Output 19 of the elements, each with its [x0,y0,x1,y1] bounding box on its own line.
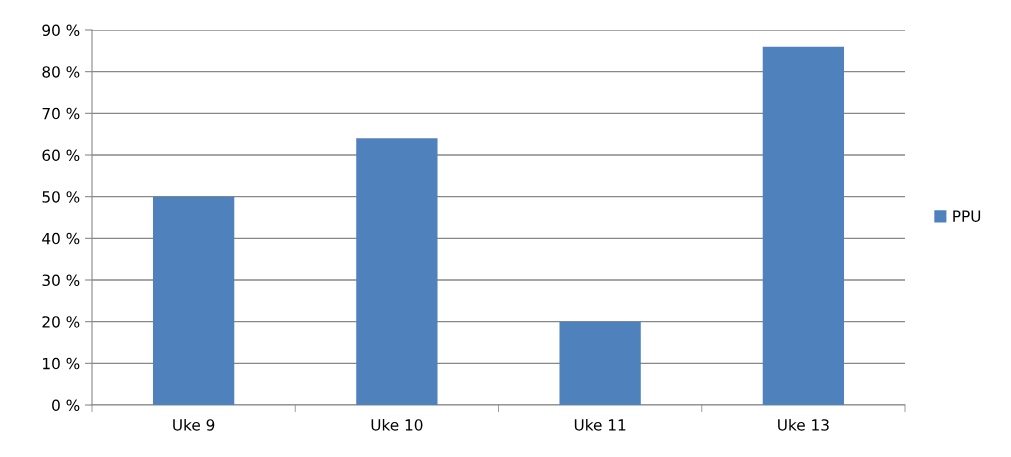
y-tick-label: 20 % [42,316,80,328]
y-tick-label: 60 % [42,149,80,162]
bar [559,321,641,405]
x-tick-label: Uke 10 [371,418,423,431]
y-tick-label: 70 % [42,107,80,120]
y-tick-label: 0 % [52,399,80,412]
y-tick-label: 80 % [42,66,80,78]
bar [152,196,235,405]
y-tick-label: 30 % [42,274,80,287]
x-tick-label: Uke 11 [574,418,626,431]
y-tick-label: 10 % [43,357,80,370]
bar [762,46,845,405]
y-tick-label: 40 % [42,232,80,245]
x-tick-label: Uke 13 [778,418,829,431]
y-tick-label: 90 % [42,24,80,37]
y-tick-label: 50 % [42,191,80,203]
bar [356,138,438,405]
x-tick-label: Uke 9 [173,418,215,431]
legend-label: PPU [953,210,981,222]
